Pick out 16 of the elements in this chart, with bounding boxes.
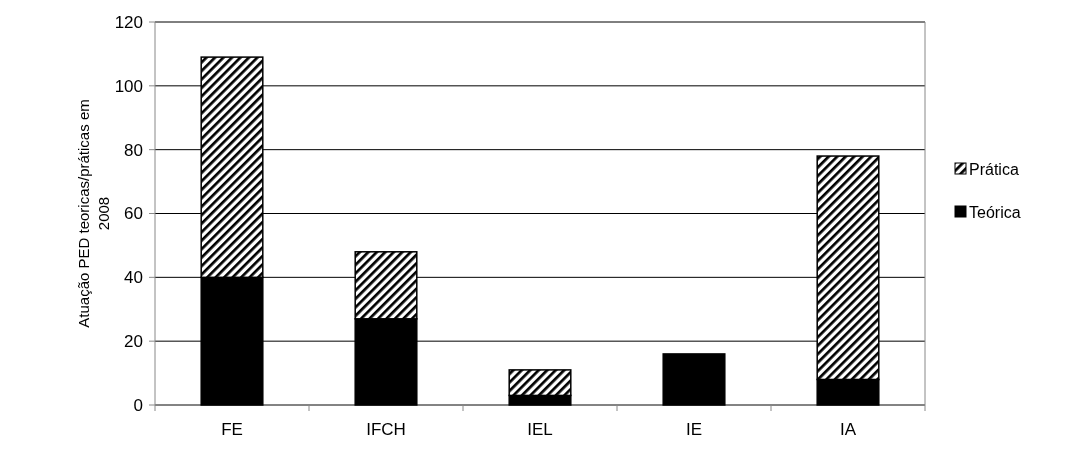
x-tick-label: IEL: [527, 420, 553, 439]
x-tick-label: FE: [221, 420, 243, 439]
x-tick-label: IFCH: [366, 420, 406, 439]
y-tick-label: 20: [124, 332, 143, 352]
legend-label: Prática: [969, 160, 1019, 178]
y-tick-label: 80: [124, 140, 143, 160]
y-tick-label: 60: [124, 204, 143, 224]
y-tick-label: 120: [114, 12, 143, 32]
y-tick-label: 100: [114, 76, 143, 96]
y-tick-label: 40: [124, 268, 143, 288]
x-tick-label: IA: [839, 420, 857, 439]
y-tick-label: 0: [133, 395, 143, 415]
x-tick-label: IE: [685, 420, 703, 439]
legend-label: Teórica: [969, 203, 1021, 221]
bar: [662, 353, 726, 406]
y-axis-title: Atuação PED teoricas/práticas em 2008: [75, 99, 112, 328]
